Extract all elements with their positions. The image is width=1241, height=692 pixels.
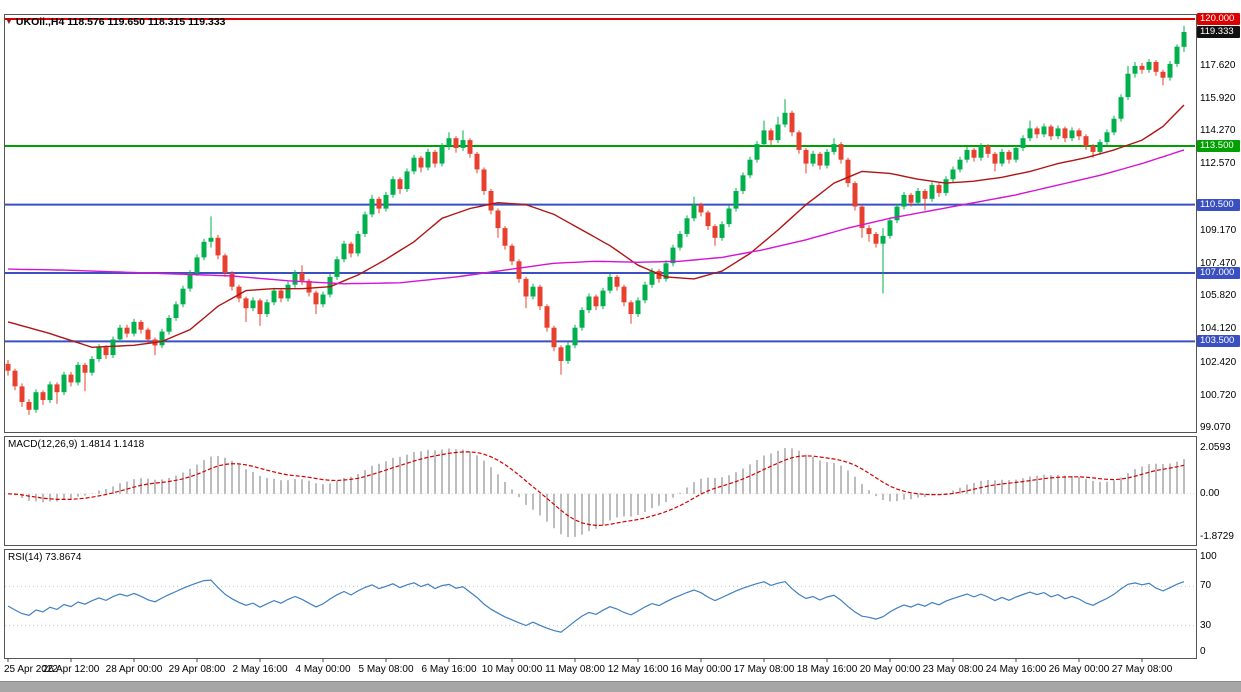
macd-indicator-title: MACD(12,26,9) 1.4814 1.1418: [8, 439, 145, 450]
symbol-ohlc-readout: ▼ UKOil.,H4 118.576 119.650 118.315 119.3…: [5, 16, 226, 28]
rsi-indicator-title: RSI(14) 73.8674: [8, 552, 82, 563]
window-bottom-bar: [0, 681, 1241, 692]
symbol-ohlc-text: UKOil.,H4 118.576 119.650 118.315 119.33…: [15, 16, 226, 28]
symbol-dropdown-icon[interactable]: ▼: [5, 17, 13, 26]
